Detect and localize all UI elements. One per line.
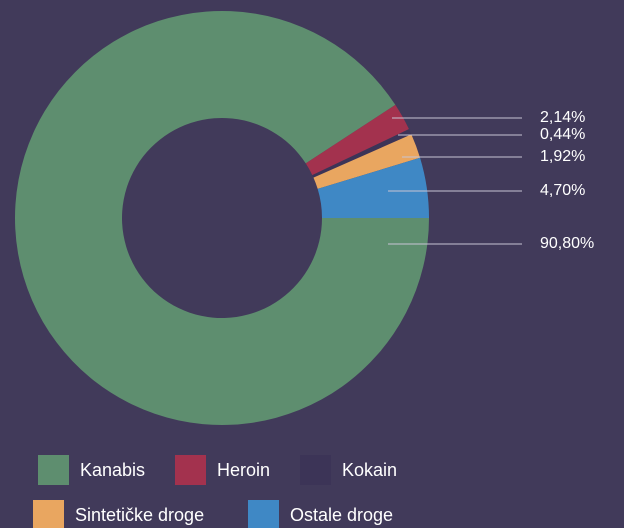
- legend-label: Sintetičke droge: [75, 505, 204, 525]
- legend-swatch: [33, 500, 64, 528]
- value-label: 1,92%: [540, 148, 585, 165]
- donut-slice: [317, 157, 429, 218]
- legend-label: Kanabis: [80, 460, 145, 480]
- donut-slice: [15, 10, 429, 425]
- legend-swatch: [175, 455, 206, 485]
- value-label: 0,44%: [540, 126, 585, 143]
- value-label: 4,70%: [540, 182, 585, 199]
- legend-swatch: [248, 500, 279, 528]
- legend-label: Kokain: [342, 460, 397, 480]
- value-label: 90,80%: [540, 235, 594, 252]
- legend-label: Ostale droge: [290, 505, 393, 525]
- donut-slice: [313, 134, 421, 189]
- legend-swatch: [300, 455, 331, 485]
- value-label: 2,14%: [540, 109, 585, 126]
- legend-label: Heroin: [217, 460, 270, 480]
- donut-slice: [312, 129, 412, 178]
- donut-slice: [305, 104, 409, 176]
- legend-swatch: [38, 455, 69, 485]
